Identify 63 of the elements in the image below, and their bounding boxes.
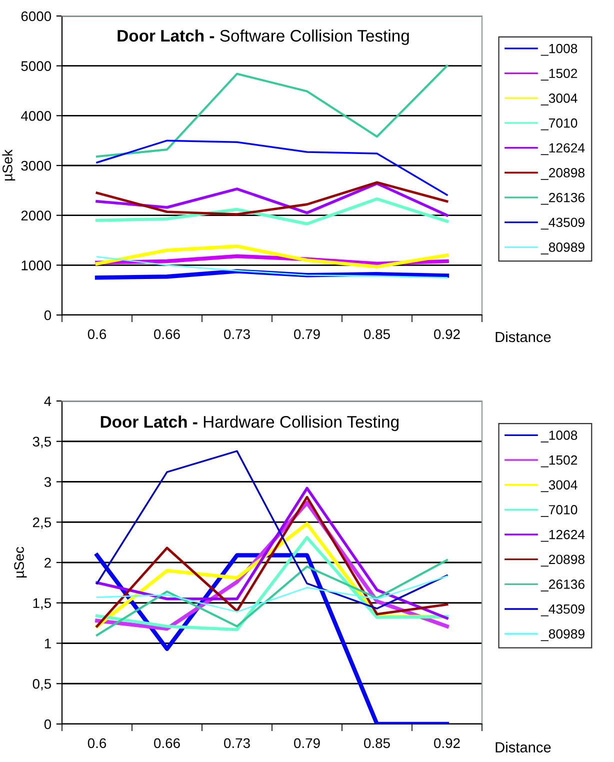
- legend-label: _43509: [540, 604, 584, 616]
- text: Software Collision Testing: [220, 29, 409, 45]
- y-tick-label: 6000: [21, 11, 52, 22]
- legend-label: _1008: [540, 430, 578, 442]
- x-tick-label: 0.79: [294, 738, 320, 748]
- legend-label: _7010: [540, 505, 578, 517]
- legend-label: _20898: [540, 168, 584, 180]
- y-tick-label: 1,5: [33, 598, 52, 610]
- legend-label: _1502: [540, 68, 578, 81]
- line-series: [96, 559, 448, 636]
- x-tick-label: 0.79: [294, 329, 320, 340]
- line-series: [95, 244, 449, 268]
- x-tick-label: 0.66: [154, 329, 180, 340]
- x-tick-label: 0.66: [154, 738, 180, 748]
- legend-label: _20898: [540, 554, 584, 567]
- y-tick-label: 5000: [21, 61, 52, 72]
- y-tick-label: 1: [44, 638, 51, 648]
- legend-label: _80989: [540, 629, 584, 642]
- y-tick-label: 4000: [21, 111, 52, 121]
- y-tick-label: 0,5: [32, 678, 52, 690]
- text: Hardware Collision Testing: [204, 416, 398, 432]
- legend-label: _3004: [540, 94, 578, 106]
- legend-label: _43509: [540, 218, 584, 230]
- y-tick-label: 2000: [21, 210, 52, 221]
- x-tick-label: 0.6: [88, 329, 106, 340]
- line-series: [95, 197, 449, 226]
- line-series: [96, 140, 448, 196]
- legend-label: _3004: [540, 480, 578, 492]
- line-series: [96, 576, 448, 612]
- legend-label: _26136: [540, 580, 584, 592]
- legend-label: _12624: [540, 530, 585, 542]
- line-series: [96, 450, 448, 610]
- y-axis-title: µSek: [2, 150, 16, 181]
- line-series: [96, 64, 448, 158]
- y-tick-label: 3000: [21, 160, 52, 171]
- y-tick-label: 2: [44, 558, 51, 568]
- y-axis-title: µSec: [14, 546, 27, 578]
- y-tick-label: 3,5: [32, 436, 52, 448]
- x-tick-label: 0.6: [88, 738, 106, 748]
- legend-label: _7010: [540, 118, 578, 130]
- x-axis-title: Distance: [496, 331, 551, 342]
- y-tick-label: 2,5: [32, 517, 52, 529]
- x-tick-label: 0.92: [434, 738, 460, 748]
- y-tick-label: 0: [44, 719, 52, 730]
- x-tick-label: 0.85: [364, 738, 390, 748]
- y-tick-label: 4: [44, 396, 52, 406]
- line-series: [95, 536, 449, 632]
- legend-label: _1502: [540, 455, 578, 468]
- x-tick-label: 0.92: [434, 329, 460, 340]
- y-tick-label: 0: [44, 310, 52, 320]
- legend-label: _12624: [540, 143, 585, 156]
- x-axis-title: Distance: [496, 742, 551, 752]
- x-tick-label: 0.73: [224, 329, 250, 340]
- y-tick-label: 1000: [22, 260, 52, 270]
- x-tick-label: 0.73: [224, 738, 250, 748]
- x-tick-label: 0.85: [364, 329, 390, 340]
- text: Door Latch -: [100, 416, 198, 428]
- legend-label: _80989: [540, 242, 584, 254]
- y-tick-label: 3: [44, 477, 51, 487]
- legend-label: _1008: [540, 44, 578, 56]
- legend-label: _26136: [540, 192, 584, 205]
- text: Door Latch -: [118, 29, 214, 42]
- line-series: [96, 256, 448, 278]
